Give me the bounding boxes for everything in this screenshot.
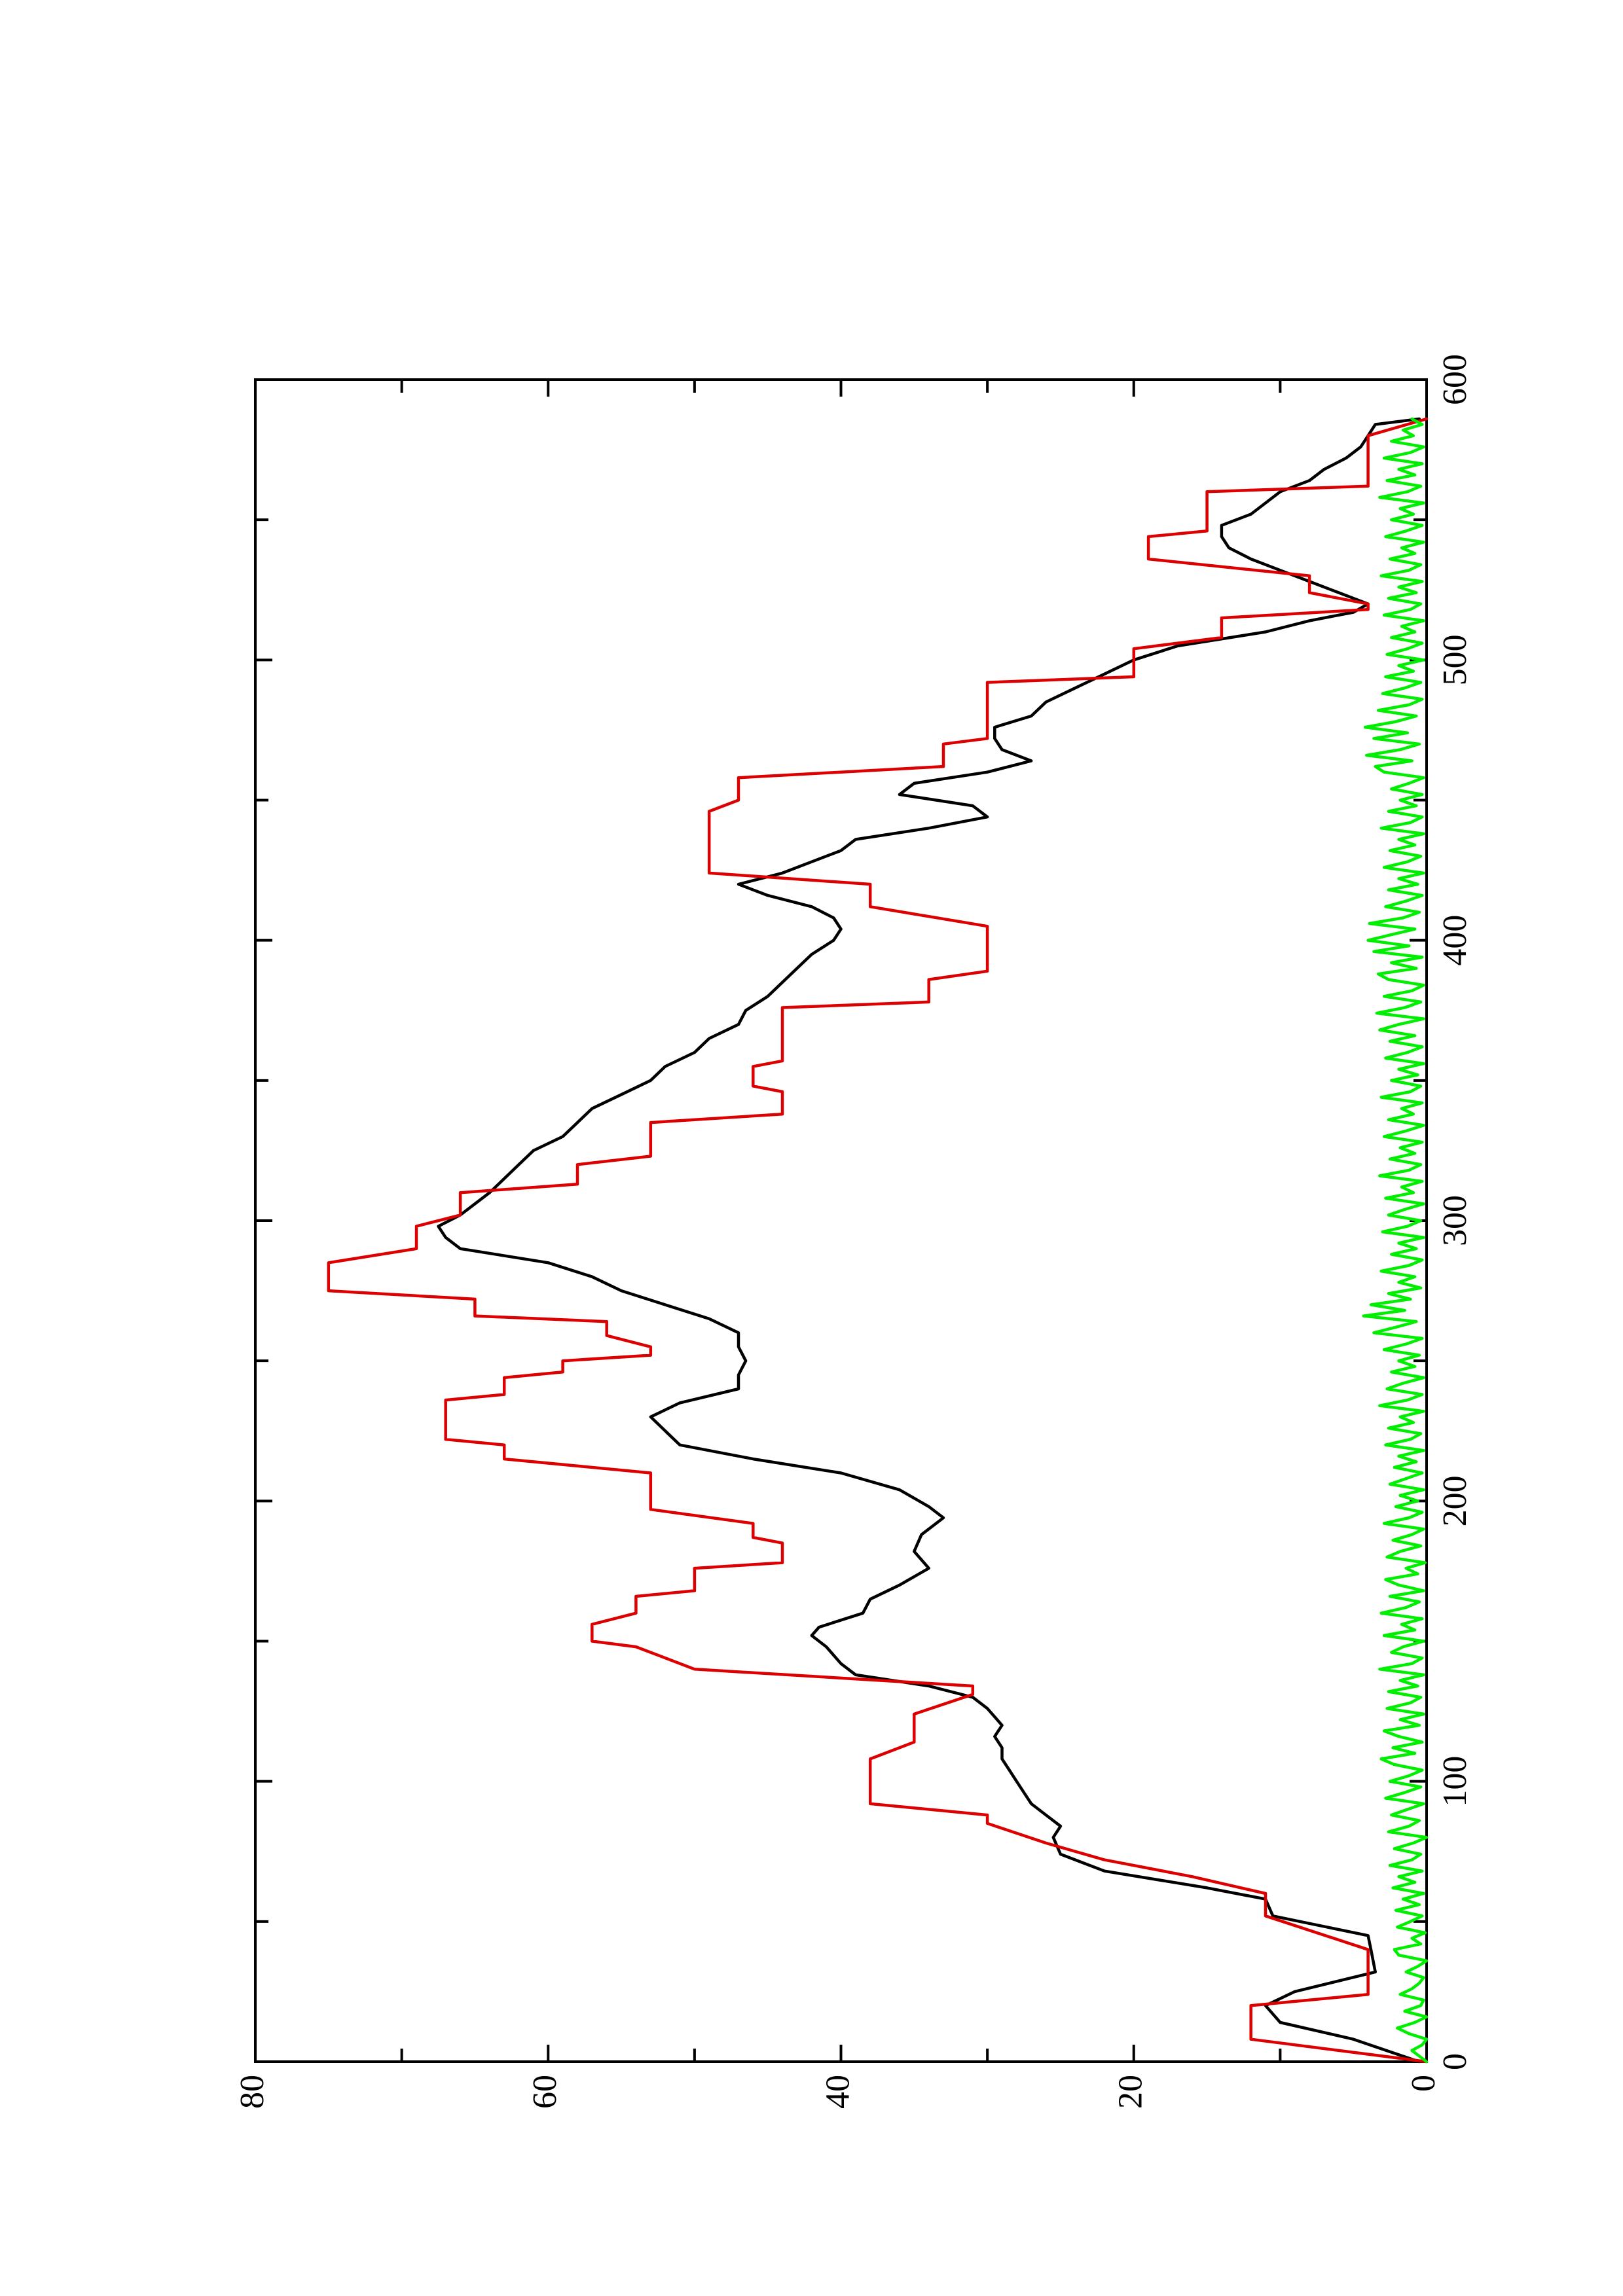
- y-tick-label: 20: [1112, 2075, 1150, 2109]
- x-tick-label: 300: [1436, 1195, 1474, 1246]
- y-tick-label: 40: [819, 2075, 856, 2109]
- x-tick-label: 600: [1436, 354, 1474, 405]
- x-tick-label: 100: [1436, 1756, 1474, 1807]
- series-line-1: [327, 417, 1429, 2064]
- axis-tick-labels: 0 100 200 300 400 500 600 0 20 40 60 80: [234, 354, 1474, 2109]
- series-line-2: [1362, 417, 1429, 2064]
- axis-ticks: [255, 380, 1427, 2062]
- x-tick-label: 0: [1436, 2053, 1474, 2070]
- y-tick-label: 60: [526, 2075, 564, 2109]
- plot-frame: [254, 378, 1428, 2063]
- series-layer: [327, 417, 1429, 2064]
- y-tick-label: 80: [234, 2075, 271, 2109]
- x-tick-label: 200: [1436, 1475, 1474, 1526]
- x-tick-label: 500: [1436, 634, 1474, 685]
- x-tick-label: 400: [1436, 915, 1474, 966]
- y-tick-label: 0: [1405, 2075, 1442, 2092]
- series-line-0: [437, 417, 1421, 2064]
